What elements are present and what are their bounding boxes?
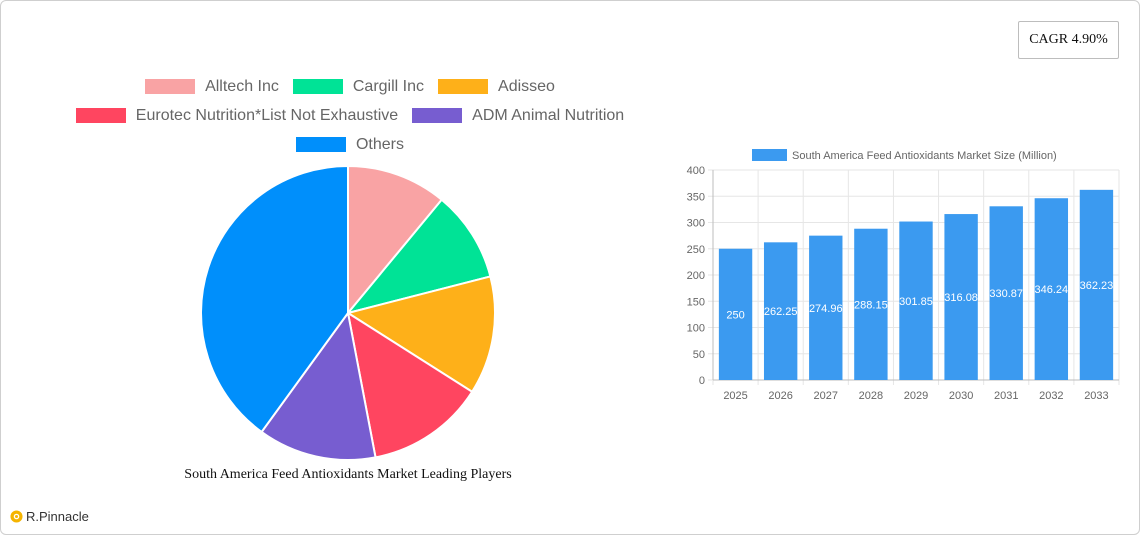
x-tick-label: 2030 bbox=[949, 390, 973, 402]
legend-row: Others bbox=[40, 130, 660, 159]
legend-swatch bbox=[412, 108, 463, 123]
y-tick-label: 200 bbox=[687, 270, 705, 282]
bar-2031[interactable] bbox=[989, 206, 1023, 380]
legend-label: Cargill Inc bbox=[352, 77, 425, 95]
legend-swatch bbox=[75, 108, 126, 123]
bar-data-label: 262.25 bbox=[764, 306, 798, 318]
legend-swatch bbox=[295, 137, 346, 152]
brand-logo: R.Pinnacle bbox=[10, 509, 89, 524]
bar-data-label: 330.87 bbox=[989, 288, 1023, 300]
y-tick-label: 350 bbox=[687, 191, 705, 203]
bar-legend-swatch bbox=[752, 149, 787, 161]
bar-2032[interactable] bbox=[1034, 198, 1069, 380]
legend-swatch bbox=[438, 79, 489, 94]
legend-item-cargill[interactable]: Cargill Inc bbox=[292, 77, 425, 96]
cagr-label: CAGR 4.90% bbox=[1029, 32, 1108, 47]
brand-name: R.Pinnacle bbox=[26, 509, 89, 524]
bar-chart: South America Feed Antioxidants Market S… bbox=[687, 149, 1120, 402]
pie-slice-adisseo[interactable] bbox=[345, 275, 496, 394]
legend-swatch bbox=[145, 79, 196, 94]
pie-chart bbox=[200, 164, 496, 461]
bar-data-label: 316.08 bbox=[944, 292, 978, 304]
bar-2030[interactable] bbox=[944, 214, 978, 380]
y-tick-label: 400 bbox=[687, 165, 705, 177]
legend-item-adm[interactable]: ADM Animal Nutrition bbox=[412, 107, 624, 125]
legend-item-alltech[interactable]: Alltech Inc bbox=[145, 78, 279, 96]
pinnacle-logo-icon bbox=[10, 510, 23, 523]
bar-data-label: 301.85 bbox=[899, 296, 933, 308]
x-tick-label: 2025 bbox=[723, 390, 747, 402]
x-tick-label: 2026 bbox=[768, 390, 792, 402]
pie-slice-others[interactable] bbox=[200, 164, 349, 434]
bar-2026[interactable] bbox=[763, 242, 798, 380]
bar-2029[interactable] bbox=[899, 221, 933, 380]
legend-label: Others bbox=[355, 135, 404, 153]
bar-legend[interactable]: South America Feed Antioxidants Market S… bbox=[752, 149, 1057, 162]
legend-label: ADM Animal Nutrition bbox=[472, 106, 625, 124]
legend-label: Eurotec Nutrition*List Not Exhaustive bbox=[135, 106, 399, 124]
y-tick-label: 250 bbox=[687, 244, 705, 256]
pie-legend: Alltech Inc Cargill Inc Adisseo Eurotec … bbox=[40, 72, 660, 159]
x-tick-label: 2028 bbox=[859, 390, 883, 402]
bar-2028[interactable] bbox=[854, 228, 888, 380]
bar-2025[interactable] bbox=[718, 248, 753, 380]
bar-data-label: 362.23 bbox=[1080, 280, 1114, 292]
bar-data-label: 250 bbox=[726, 309, 744, 321]
legend-item-others[interactable]: Others bbox=[295, 135, 404, 154]
bar-data-label: 288.15 bbox=[854, 299, 888, 311]
y-tick-label: 50 bbox=[693, 349, 705, 361]
pie-chart-title: South America Feed Antioxidants Market L… bbox=[184, 467, 512, 482]
pie-slice-eurotec[interactable] bbox=[346, 310, 474, 459]
y-tick-label: 150 bbox=[687, 296, 705, 308]
legend-row: Eurotec Nutrition*List Not Exhaustive AD… bbox=[40, 101, 660, 130]
x-tick-label: 2029 bbox=[904, 390, 928, 402]
bar-data-label: 346.24 bbox=[1035, 284, 1069, 296]
legend-item-eurotec[interactable]: Eurotec Nutrition*List Not Exhaustive bbox=[75, 106, 399, 125]
y-tick-label: 0 bbox=[699, 375, 705, 387]
bar-data-label: 274.96 bbox=[809, 303, 843, 315]
legend-label: Adisseo bbox=[498, 77, 555, 95]
x-tick-label: 2027 bbox=[814, 390, 838, 402]
y-tick-label: 100 bbox=[687, 323, 705, 335]
pie-slice-adm[interactable] bbox=[260, 310, 377, 461]
legend-swatch bbox=[292, 79, 343, 94]
cagr-badge: CAGR 4.90% bbox=[1018, 21, 1119, 59]
x-tick-label: 2032 bbox=[1039, 390, 1063, 402]
x-tick-label: 2033 bbox=[1084, 390, 1108, 402]
y-tick-label: 300 bbox=[687, 218, 705, 230]
x-tick-label: 2031 bbox=[994, 390, 1018, 402]
pie-slice-alltech[interactable] bbox=[347, 164, 444, 316]
bar-legend-label: South America Feed Antioxidants Market S… bbox=[792, 150, 1057, 162]
bar-2027[interactable] bbox=[809, 235, 843, 380]
legend-row: Alltech Inc Cargill Inc Adisseo bbox=[40, 72, 660, 101]
legend-label: Alltech Inc bbox=[205, 77, 279, 95]
legend-item-adisseo[interactable]: Adisseo bbox=[438, 78, 555, 96]
bar-2033[interactable] bbox=[1079, 189, 1114, 380]
